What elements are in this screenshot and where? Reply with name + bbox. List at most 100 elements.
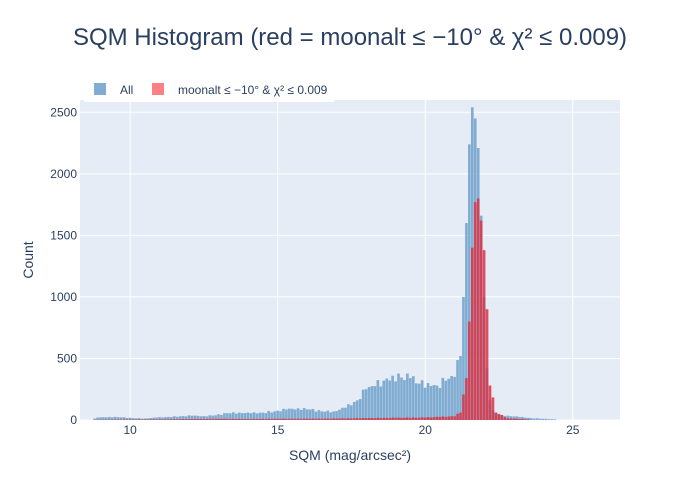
histogram-bar[interactable] (317, 410, 321, 420)
histogram-bar[interactable] (172, 416, 176, 420)
histogram-bar[interactable] (214, 415, 217, 420)
histogram-bar[interactable] (485, 309, 489, 420)
histogram-bar[interactable] (512, 418, 515, 420)
histogram-bar[interactable] (373, 418, 377, 420)
histogram-bar[interactable] (217, 414, 220, 420)
histogram-bar[interactable] (479, 220, 483, 420)
histogram-bar[interactable] (358, 399, 362, 420)
histogram-bar[interactable] (447, 416, 451, 420)
histogram-bar[interactable] (326, 410, 330, 420)
histogram-bar[interactable] (497, 414, 501, 420)
histogram-bar[interactable] (409, 417, 412, 420)
histogram-bar[interactable] (468, 144, 471, 421)
histogram-bar[interactable] (155, 417, 158, 420)
histogram-bar[interactable] (453, 376, 456, 420)
histogram-bar[interactable] (400, 417, 403, 420)
histogram-bar[interactable] (450, 416, 453, 420)
histogram-bar[interactable] (261, 418, 265, 420)
histogram-bar[interactable] (355, 418, 359, 420)
histogram-bar[interactable] (155, 419, 158, 420)
histogram-bar[interactable] (243, 413, 247, 420)
histogram-bar[interactable] (261, 412, 265, 420)
histogram-bar[interactable] (167, 419, 170, 420)
histogram-bar[interactable] (211, 418, 214, 420)
histogram-bar[interactable] (521, 418, 524, 420)
histogram-bar[interactable] (429, 417, 433, 420)
histogram-bar[interactable] (102, 417, 105, 420)
histogram-bar[interactable] (406, 417, 409, 420)
histogram-bar[interactable] (347, 404, 350, 420)
histogram-bar[interactable] (355, 400, 359, 420)
histogram-bar[interactable] (226, 413, 229, 420)
histogram-bar[interactable] (388, 380, 392, 420)
histogram-bar[interactable] (285, 418, 288, 420)
histogram-bar[interactable] (358, 418, 362, 420)
histogram-bar[interactable] (527, 419, 530, 420)
histogram-bar[interactable] (423, 387, 427, 420)
histogram-bar[interactable] (341, 418, 344, 420)
histogram-bar[interactable] (196, 418, 200, 420)
histogram-bar[interactable] (276, 418, 279, 420)
histogram-bar[interactable] (361, 389, 365, 420)
histogram-bar[interactable] (158, 417, 161, 420)
histogram-bar[interactable] (187, 415, 191, 420)
histogram-bar[interactable] (302, 418, 306, 420)
histogram-bar[interactable] (305, 409, 309, 420)
histogram-bar[interactable] (417, 383, 421, 420)
histogram-bar[interactable] (397, 373, 400, 420)
histogram-bar[interactable] (110, 417, 114, 420)
histogram-bar[interactable] (338, 418, 341, 420)
histogram-bar[interactable] (394, 381, 397, 420)
histogram-bar[interactable] (202, 418, 206, 420)
histogram-bar[interactable] (432, 417, 436, 420)
histogram-bar[interactable] (459, 356, 462, 420)
histogram-bar[interactable] (335, 418, 338, 420)
histogram-bar[interactable] (518, 416, 521, 420)
histogram-bar[interactable] (184, 419, 188, 420)
histogram-bar[interactable] (524, 417, 527, 420)
histogram-bar[interactable] (518, 418, 521, 420)
histogram-bar[interactable] (538, 418, 542, 420)
histogram-bar[interactable] (364, 418, 368, 420)
histogram-bar[interactable] (391, 375, 394, 420)
histogram-bar[interactable] (388, 418, 392, 420)
histogram-bar[interactable] (229, 413, 232, 420)
histogram-bar[interactable] (468, 321, 471, 420)
histogram-bar[interactable] (426, 417, 430, 420)
histogram-bar[interactable] (208, 418, 212, 420)
histogram-bar[interactable] (282, 408, 285, 420)
histogram-bar[interactable] (299, 418, 303, 420)
histogram-bar[interactable] (237, 418, 241, 420)
histogram-bar[interactable] (234, 413, 238, 420)
histogram-bar[interactable] (509, 418, 512, 420)
histogram-bar[interactable] (350, 405, 353, 420)
histogram-bar[interactable] (429, 386, 433, 420)
histogram-bar[interactable] (302, 408, 306, 420)
histogram-bar[interactable] (211, 415, 214, 420)
histogram-bar[interactable] (385, 417, 389, 420)
histogram-bar[interactable] (494, 412, 498, 420)
histogram-bar[interactable] (270, 412, 273, 420)
histogram-bar[interactable] (122, 419, 126, 420)
histogram-bar[interactable] (411, 376, 415, 420)
histogram-bar[interactable] (205, 416, 209, 420)
histogram-bar[interactable] (311, 408, 315, 420)
histogram-bar[interactable] (488, 385, 492, 420)
histogram-bar[interactable] (320, 411, 324, 420)
histogram-bar[interactable] (367, 387, 371, 420)
histogram-bar[interactable] (255, 419, 259, 420)
histogram-bar[interactable] (170, 417, 173, 420)
histogram-bar[interactable] (470, 247, 474, 420)
histogram-bar[interactable] (347, 418, 350, 420)
histogram-bar[interactable] (264, 413, 268, 420)
histogram-bar[interactable] (406, 373, 409, 420)
histogram-bar[interactable] (190, 419, 194, 420)
histogram-bar[interactable] (465, 378, 468, 420)
histogram-bar[interactable] (184, 416, 188, 420)
histogram-bar[interactable] (370, 386, 374, 420)
histogram-bar[interactable] (223, 413, 226, 420)
histogram-bar[interactable] (352, 401, 356, 420)
histogram-bar[interactable] (512, 416, 515, 420)
histogram-bar[interactable] (553, 419, 557, 420)
histogram-bar[interactable] (465, 223, 468, 420)
